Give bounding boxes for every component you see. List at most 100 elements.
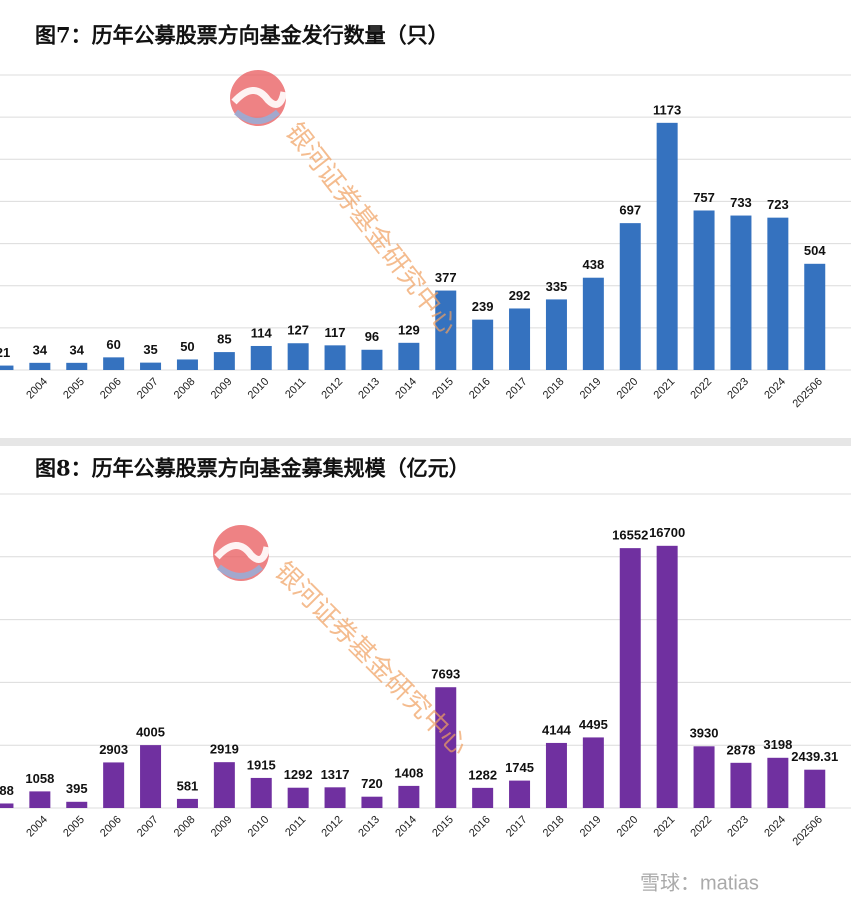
bar <box>176 359 198 370</box>
bar <box>582 737 604 808</box>
value-label: 723 <box>767 197 789 212</box>
bar <box>361 349 383 370</box>
value-label: 1317 <box>321 767 350 782</box>
value-label: 395 <box>66 781 88 796</box>
value-label: 60 <box>106 337 120 352</box>
bar <box>213 352 235 370</box>
value-label: 438 <box>582 257 604 272</box>
value-label: 35 <box>143 342 157 357</box>
value-label: 720 <box>361 776 383 791</box>
value-label: 34 <box>70 342 85 357</box>
bar <box>435 290 457 370</box>
value-label: 96 <box>365 329 379 344</box>
value-label: 7693 <box>431 667 460 682</box>
bar <box>29 362 51 370</box>
value-label: 2439.31 <box>791 749 838 764</box>
value-label: 4144 <box>542 722 572 737</box>
value-label: 757 <box>693 190 715 205</box>
value-label: 733 <box>730 195 752 210</box>
bar <box>398 342 420 370</box>
footer-watermark: 雪球：matias <box>640 871 759 894</box>
value-label: 288 <box>0 783 14 798</box>
bar <box>804 263 826 370</box>
bar <box>472 787 494 808</box>
bar <box>140 362 162 370</box>
logo <box>217 564 264 579</box>
bar <box>545 742 567 808</box>
value-label: 1282 <box>468 767 497 782</box>
bar <box>619 223 641 370</box>
bar <box>509 780 531 808</box>
bar <box>287 787 309 808</box>
value-label: 1173 <box>653 102 681 117</box>
value-label: 2919 <box>210 742 239 757</box>
bar <box>287 343 309 370</box>
value-label: 2903 <box>99 742 128 757</box>
value-label: 2878 <box>726 742 755 757</box>
value-label: 1915 <box>247 757 276 772</box>
logo <box>231 87 288 108</box>
bar <box>66 362 88 370</box>
bar <box>767 217 789 370</box>
bar <box>545 299 567 370</box>
bar <box>250 345 272 370</box>
bar <box>767 757 789 808</box>
value-label: 4005 <box>136 725 165 740</box>
bar <box>472 319 494 370</box>
bar <box>250 777 272 808</box>
logo <box>230 70 286 126</box>
bar <box>656 545 678 808</box>
separator <box>0 438 851 446</box>
value-label: 697 <box>619 203 641 218</box>
bar <box>730 215 752 370</box>
bar <box>398 785 420 808</box>
value-label: 16552 <box>612 528 648 543</box>
bar <box>66 801 88 808</box>
bar <box>693 746 715 808</box>
value-label: 117 <box>325 325 346 340</box>
value-label: 1058 <box>25 771 54 786</box>
value-label: 129 <box>398 322 420 337</box>
bar <box>693 210 715 370</box>
value-label: 1408 <box>394 765 423 780</box>
value-label: 21 <box>0 345 10 360</box>
value-label: 3930 <box>690 726 719 741</box>
bar <box>435 687 457 808</box>
bar <box>213 762 235 808</box>
bar <box>0 803 14 808</box>
value-label: 4495 <box>579 717 608 732</box>
logo <box>214 542 271 563</box>
bar <box>176 798 198 808</box>
bar <box>140 745 162 808</box>
bar <box>29 791 51 808</box>
logo <box>213 525 269 581</box>
value-label: 34 <box>33 342 48 357</box>
bar <box>619 548 641 808</box>
bar <box>509 308 531 370</box>
bar <box>0 365 14 370</box>
value-label: 377 <box>435 270 457 285</box>
value-label: 335 <box>546 279 568 294</box>
value-label: 50 <box>180 339 194 354</box>
bar <box>804 769 826 808</box>
value-label: 3198 <box>763 737 792 752</box>
logo <box>234 109 281 124</box>
value-label: 16700 <box>649 525 685 540</box>
value-label: 1292 <box>284 767 313 782</box>
bar <box>582 277 604 370</box>
bar <box>103 762 125 808</box>
bar <box>730 762 752 808</box>
value-label: 1745 <box>505 760 534 775</box>
value-label: 127 <box>287 323 309 338</box>
bar <box>656 122 678 370</box>
value-label: 114 <box>251 325 273 340</box>
bar <box>103 357 125 370</box>
bar <box>361 796 383 808</box>
value-label: 581 <box>177 778 199 793</box>
value-label: 504 <box>804 243 826 258</box>
chart-title: 图7：历年公募股票方向基金发行数量（只） <box>35 23 449 48</box>
chart-title: 图8：历年公募股票方向基金募集规模（亿元） <box>35 456 470 481</box>
bar <box>324 345 346 370</box>
